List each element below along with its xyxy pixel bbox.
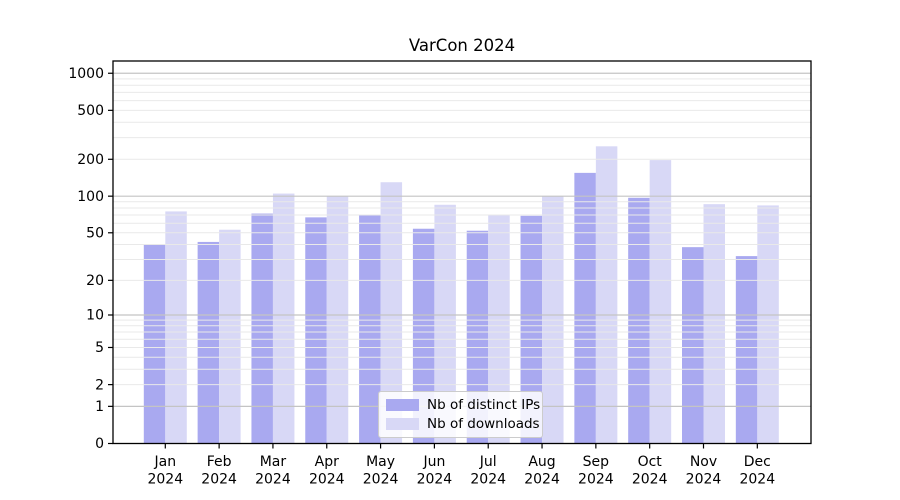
bar-downloads-5: [434, 204, 456, 444]
legend-swatch-downloads: [386, 417, 419, 431]
x-tick-label-month: Feb: [207, 454, 232, 470]
x-tick-label-month: Jun: [422, 454, 445, 470]
bar-downloads-2: [272, 193, 295, 444]
bar-ips-8: [574, 172, 596, 444]
y-tick-label: 500: [77, 103, 104, 119]
bar-ips-4: [359, 215, 381, 444]
x-tick-label-year: 2024: [524, 472, 560, 488]
y-tick-label: 20: [86, 273, 104, 289]
bar-downloads-0: [165, 211, 187, 444]
legend-row-downloads: Nb of downloads: [386, 415, 540, 433]
x-tick-label-year: 2024: [417, 472, 453, 488]
legend-label-distinct-ips: Nb of distinct IPs: [427, 397, 541, 413]
y-tick-label: 10: [86, 308, 104, 324]
bar-ips-1: [197, 241, 220, 444]
bar-ips-6: [466, 230, 489, 444]
bar-downloads-6: [488, 215, 510, 444]
legend: Nb of distinct IPs Nb of downloads: [378, 391, 543, 438]
y-tick-label: 1000: [68, 66, 104, 82]
x-tick-label-month: Oct: [638, 454, 663, 470]
x-tick-label-year: 2024: [363, 472, 399, 488]
bar-downloads-10: [703, 204, 725, 444]
x-tick-label-month: May: [366, 454, 395, 470]
x-tick-label-month: Sep: [583, 454, 610, 470]
x-tick-label-month: Dec: [744, 454, 771, 470]
x-tick-label-year: 2024: [632, 472, 668, 488]
x-tick-label-year: 2024: [470, 472, 506, 488]
x-tick-label-month: Mar: [260, 454, 287, 470]
x-tick-label-year: 2024: [739, 472, 775, 488]
bar-downloads-4: [380, 182, 403, 444]
y-tick-label: 5: [95, 340, 104, 356]
x-tick-label-year: 2024: [201, 472, 237, 488]
bar-ips-10: [682, 247, 704, 444]
x-tick-label-month: Aug: [528, 454, 555, 470]
bar-ips-0: [143, 244, 166, 444]
y-tick-label: 50: [86, 225, 104, 241]
legend-swatch-distinct-ips: [386, 398, 419, 412]
x-tick-label-year: 2024: [686, 472, 722, 488]
y-tick-label: 1: [95, 399, 104, 415]
legend-row-distinct-ips: Nb of distinct IPs: [386, 396, 540, 414]
chart-title: VarCon 2024: [408, 36, 516, 55]
x-tick-label-year: 2024: [255, 472, 291, 488]
bar-ips-2: [251, 213, 273, 444]
x-tick-label-year: 2024: [309, 472, 345, 488]
y-tick-label: 0: [95, 436, 104, 452]
y-tick-label: 2: [95, 377, 104, 393]
y-tick-label: 200: [77, 152, 104, 168]
bar-ips-7: [520, 215, 543, 444]
bar-ips-3: [305, 217, 327, 444]
bar-downloads-11: [757, 205, 779, 444]
x-tick-label-month: Jul: [479, 454, 497, 470]
bar-downloads-9: [649, 160, 672, 444]
legend-label-downloads: Nb of downloads: [427, 416, 540, 432]
x-tick-label-year: 2024: [147, 472, 183, 488]
bar-downloads-1: [219, 229, 241, 444]
bar-ips-11: [735, 256, 758, 444]
bar-downloads-8: [595, 146, 618, 444]
bar-ips-5: [412, 228, 435, 444]
x-tick-label-year: 2024: [578, 472, 614, 488]
y-tick-label: 100: [77, 189, 104, 205]
plot-border: [112, 60, 812, 445]
x-tick-label-month: Nov: [690, 454, 717, 470]
x-tick-label-month: Apr: [315, 454, 339, 470]
x-tick-label-month: Jan: [154, 454, 177, 470]
